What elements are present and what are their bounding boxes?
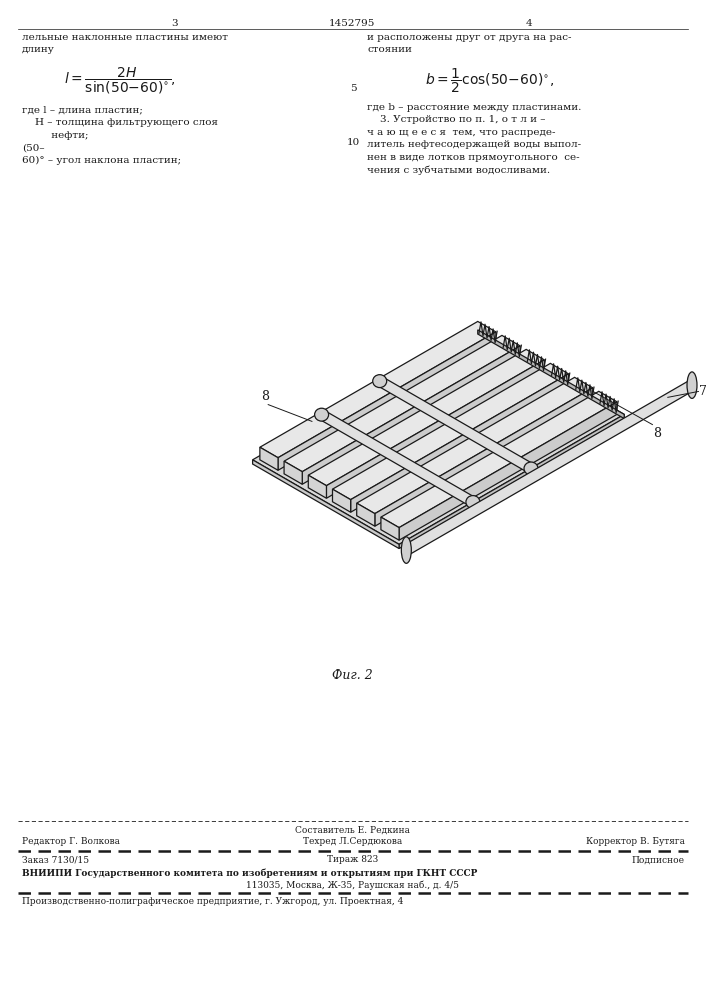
Text: длину: длину bbox=[22, 45, 55, 54]
Text: 113035, Москва, Ж-35, Раушская наб., д. 4/5: 113035, Москва, Ж-35, Раушская наб., д. … bbox=[246, 880, 459, 890]
Text: 7: 7 bbox=[699, 385, 707, 398]
Text: где b – расстояние между пластинами.: где b – расстояние между пластинами. bbox=[368, 103, 582, 112]
Text: Составитель Е. Редкина: Составитель Е. Редкина bbox=[295, 825, 410, 834]
Polygon shape bbox=[399, 414, 624, 549]
Text: Заказ 7130/15: Заказ 7130/15 bbox=[22, 855, 89, 864]
Polygon shape bbox=[302, 346, 520, 484]
Text: Подписное: Подписное bbox=[632, 855, 685, 864]
Text: и расположены друг от друга на рас-: и расположены друг от друга на рас- bbox=[368, 33, 572, 42]
Text: нефти;: нефти; bbox=[22, 131, 88, 140]
Text: литель нефтесодержащей воды выпол-: литель нефтесодержащей воды выпол- bbox=[368, 140, 582, 149]
Polygon shape bbox=[478, 330, 624, 419]
Text: 5: 5 bbox=[350, 84, 357, 93]
Polygon shape bbox=[284, 335, 520, 472]
Ellipse shape bbox=[687, 372, 697, 398]
Text: 60)° – угол наклона пластин;: 60)° – угол наклона пластин; bbox=[22, 156, 181, 165]
Text: нен в виде лотков прямоугольного  се-: нен в виде лотков прямоугольного се- bbox=[368, 153, 580, 162]
Polygon shape bbox=[260, 447, 278, 470]
Polygon shape bbox=[351, 374, 568, 512]
Polygon shape bbox=[322, 409, 473, 508]
Text: 8: 8 bbox=[653, 427, 662, 440]
Text: 4: 4 bbox=[526, 19, 532, 28]
Text: Фиг. 2: Фиг. 2 bbox=[332, 669, 373, 682]
Text: ВНИИПИ Государственного комитета по изобретениям и открытиям при ГКНТ СССР: ВНИИПИ Государственного комитета по изоб… bbox=[22, 868, 477, 878]
Text: 10: 10 bbox=[347, 138, 360, 147]
Ellipse shape bbox=[373, 375, 387, 388]
Polygon shape bbox=[284, 461, 302, 484]
Text: (50–: (50– bbox=[22, 143, 45, 152]
Polygon shape bbox=[381, 517, 399, 540]
Text: $b = \dfrac{1}{2}\cos(50{-}60)^{\circ},$: $b = \dfrac{1}{2}\cos(50{-}60)^{\circ},$ bbox=[425, 67, 554, 95]
Ellipse shape bbox=[315, 408, 329, 421]
Polygon shape bbox=[308, 475, 327, 498]
Text: 3: 3 bbox=[171, 19, 178, 28]
Ellipse shape bbox=[402, 537, 411, 563]
Polygon shape bbox=[381, 391, 617, 528]
Polygon shape bbox=[332, 363, 568, 500]
Text: Производственно-полиграфическое предприятие, г. Ужгород, ул. Проектная, 4: Производственно-полиграфическое предприя… bbox=[22, 897, 403, 906]
Ellipse shape bbox=[466, 496, 480, 508]
Text: 8: 8 bbox=[261, 390, 269, 403]
Text: чения с зубчатыми водосливами.: чения с зубчатыми водосливами. bbox=[368, 165, 551, 175]
Polygon shape bbox=[278, 332, 496, 470]
Text: лельные наклонные пластины имеют: лельные наклонные пластины имеют bbox=[22, 33, 228, 42]
Polygon shape bbox=[260, 321, 496, 458]
Text: 3. Устройство по п. 1, о т л и –: 3. Устройство по п. 1, о т л и – bbox=[368, 115, 546, 124]
Text: Редактор Г. Волкова: Редактор Г. Волкова bbox=[22, 837, 120, 846]
Ellipse shape bbox=[524, 462, 538, 475]
Polygon shape bbox=[399, 402, 617, 540]
Polygon shape bbox=[252, 460, 399, 549]
Text: Тираж 823: Тираж 823 bbox=[327, 855, 378, 864]
Polygon shape bbox=[407, 379, 692, 556]
Polygon shape bbox=[332, 489, 351, 512]
Polygon shape bbox=[252, 330, 624, 544]
Polygon shape bbox=[357, 377, 592, 514]
Text: Корректор В. Бутяга: Корректор В. Бутяга bbox=[586, 837, 685, 846]
Text: Техред Л.Сердюкова: Техред Л.Сердюкова bbox=[303, 837, 402, 846]
Polygon shape bbox=[308, 349, 544, 486]
Text: где l – длина пластин;: где l – длина пластин; bbox=[22, 106, 143, 115]
Polygon shape bbox=[375, 388, 592, 526]
Text: $l = \dfrac{2H}{\sin(50{-}60)^{\circ}},$: $l = \dfrac{2H}{\sin(50{-}60)^{\circ}},$ bbox=[64, 66, 176, 96]
Polygon shape bbox=[357, 503, 375, 526]
Text: стоянии: стоянии bbox=[368, 45, 412, 54]
Polygon shape bbox=[327, 360, 544, 498]
Text: ч а ю щ е е с я  тем, что распреде-: ч а ю щ е е с я тем, что распреде- bbox=[368, 128, 556, 137]
Text: H – толщина фильтрующего слоя: H – толщина фильтрующего слоя bbox=[22, 118, 218, 127]
Polygon shape bbox=[380, 375, 531, 474]
Text: 1452795: 1452795 bbox=[329, 19, 375, 28]
